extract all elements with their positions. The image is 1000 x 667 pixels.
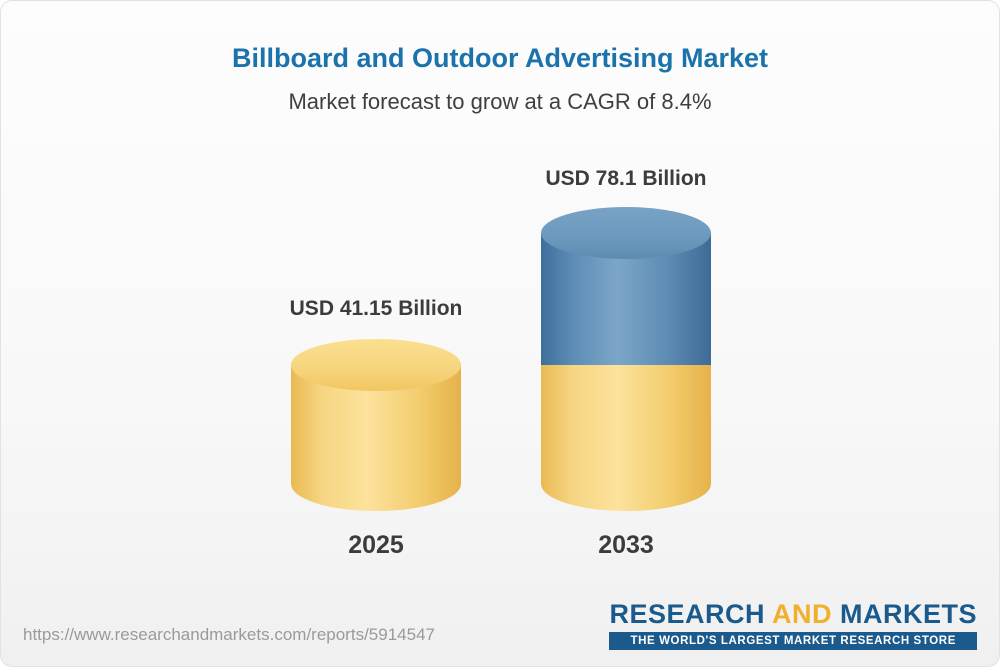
logo-word-research: RESEARCH [609,599,765,629]
bar-2033-top-cap [541,207,711,260]
bar-2025-top-cap [291,338,461,391]
research-and-markets-logo: RESEARCH AND MARKETS THE WORLD'S LARGEST… [609,599,977,650]
logo-word-markets: MARKETS [840,599,977,629]
logo-wordmark: RESEARCH AND MARKETS [609,599,977,630]
chart-title: Billboard and Outdoor Advertising Market [231,43,769,73]
logo-word-and: AND [771,599,832,629]
value-label-2025: USD 41.15 Billion [289,297,463,320]
axis-label-2033: 2033 [598,531,654,559]
chart-subtitle: Market forecast to grow at a CAGR of 8.4… [288,89,712,114]
logo-tagline: THE WORLD'S LARGEST MARKET RESEARCH STOR… [609,632,977,650]
report-url: https://www.researchandmarkets.com/repor… [23,625,435,644]
bar-2033-base-segment [541,364,711,511]
value-label-2033: USD 78.1 Billion [545,167,707,190]
bar-2025-segment [291,338,461,511]
bar-2025 [291,338,461,511]
bar-2033 [541,207,711,511]
axis-label-2025: 2025 [348,531,404,559]
bar-2033-growth-segment [541,207,711,365]
